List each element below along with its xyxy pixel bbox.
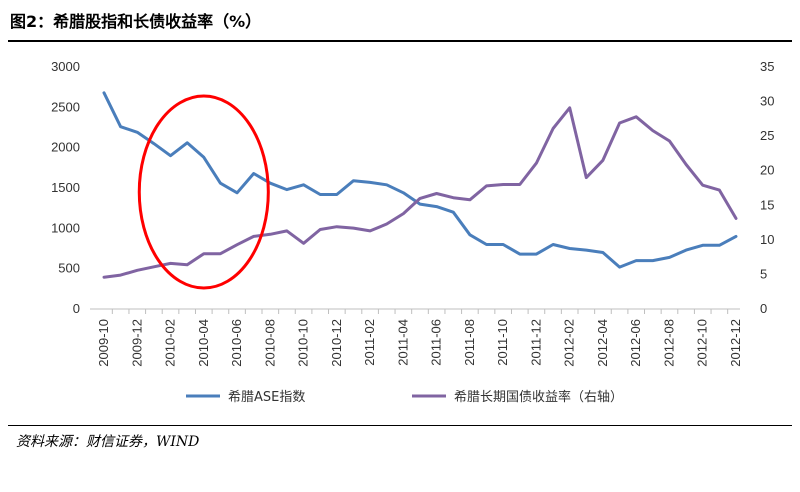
x-tick-label: 2011-02 <box>362 319 377 366</box>
chart-legend: 希腊ASE指数 希腊长期国债收益率（右轴） <box>186 389 623 405</box>
y-right-tick-label: 25 <box>760 128 774 143</box>
series-line-2 <box>102 106 738 279</box>
y-left-tick-label: 1500 <box>51 180 80 195</box>
x-tick-label: 2011-08 <box>462 319 477 366</box>
y-right-tick-label: 15 <box>760 197 774 212</box>
y-right-tick-label: 10 <box>760 232 774 247</box>
x-tick-label: 2010-04 <box>196 319 211 367</box>
x-tick-label: 2011-04 <box>395 319 410 366</box>
series-line-1 <box>102 91 738 269</box>
series-layer <box>102 91 738 279</box>
x-tick-label: 2009-12 <box>129 319 144 367</box>
x-tick-label: 2012-10 <box>695 319 710 367</box>
x-tick-label: 2012-12 <box>728 319 743 367</box>
legend-label-1: 希腊ASE指数 <box>228 390 305 405</box>
x-tick-label: 2012-06 <box>628 319 643 367</box>
y-left-tick-label: 0 <box>73 301 80 316</box>
x-tick-label: 2012-04 <box>595 319 610 367</box>
x-tick-label: 2010-08 <box>262 319 277 367</box>
y-right-tick-label: 30 <box>760 94 774 109</box>
x-tick-label: 2012-08 <box>661 319 676 367</box>
x-tick-label: 2010-02 <box>163 319 178 367</box>
y-left-tick-label: 500 <box>58 261 80 276</box>
x-tick-label: 2010-12 <box>329 319 344 367</box>
y-left-tick-label: 2000 <box>51 140 80 155</box>
source-rule <box>8 425 792 426</box>
y-left-tick-label: 2500 <box>51 99 80 114</box>
source-note: 资料来源：财信证券，WIND <box>16 434 200 450</box>
highlight-ellipse <box>137 94 270 290</box>
x-tick-label: 2011-10 <box>495 319 510 366</box>
y-left-tick-label: 1000 <box>51 220 80 235</box>
x-tick-label: 2011-12 <box>528 319 543 366</box>
x-tick-label: 2009-10 <box>96 319 111 367</box>
chart-svg: 0 500 1000 1500 2000 2500 3000 0 5 10 15 20 25 30 35 20… <box>51 59 774 405</box>
x-tick-label: 2012-02 <box>562 319 577 367</box>
chart-axes: 0 500 1000 1500 2000 2500 3000 0 5 10 15 20 25 30 35 20… <box>51 59 774 367</box>
annotation-layer <box>137 94 270 290</box>
x-tick-label: 2010-06 <box>229 319 244 367</box>
y-right-tick-label: 35 <box>760 59 774 74</box>
x-tick-label: 2011-06 <box>429 319 444 366</box>
title-rule <box>8 40 792 42</box>
y-left-tick-label: 3000 <box>51 59 80 74</box>
legend-label-2: 希腊长期国债收益率（右轴） <box>454 389 623 405</box>
figure-title: 图2：希腊股指和长债收益率（%） <box>10 12 262 31</box>
y-right-tick-label: 5 <box>760 266 767 281</box>
y-right-tick-label: 20 <box>760 163 774 178</box>
x-tick-label: 2010-10 <box>296 319 311 367</box>
y-right-tick-label: 0 <box>760 301 767 316</box>
